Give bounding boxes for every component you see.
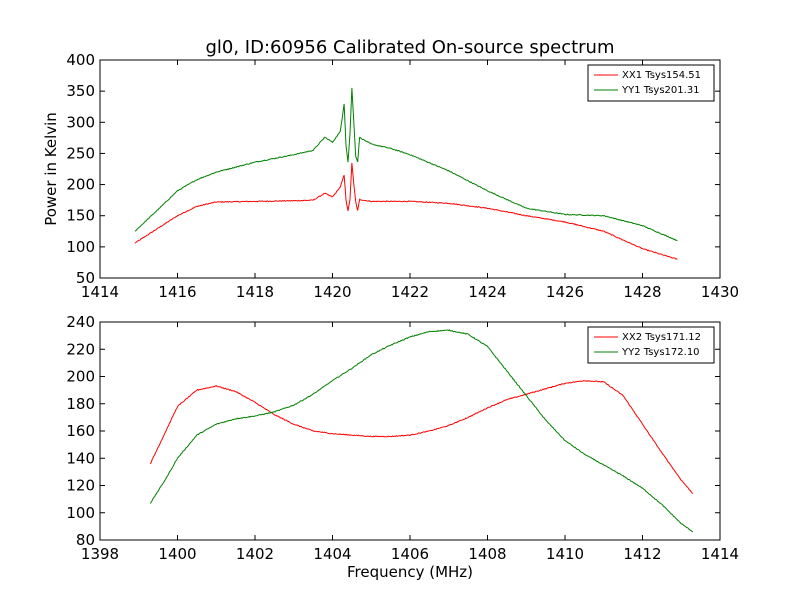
x-tick-label: 1400 <box>158 545 196 563</box>
x-tick-label: 1420 <box>313 283 351 301</box>
y-tick-label: 350 <box>66 82 95 100</box>
x-tick-label: 1398 <box>81 545 119 563</box>
x-tick-label: 1416 <box>158 283 196 301</box>
y-tick-label: 160 <box>66 422 95 440</box>
y-tick-label: 80 <box>76 531 95 549</box>
series-line-1-1 <box>134 162 678 260</box>
y-tick-label: 100 <box>66 238 95 256</box>
x-tick-label: 1404 <box>313 545 351 563</box>
x-tick-label: 1410 <box>546 545 584 563</box>
y-tick-label: 250 <box>66 144 95 162</box>
x-tick-label: 1402 <box>236 545 274 563</box>
x-tick-label: 1424 <box>468 283 506 301</box>
y-tick-label: 300 <box>66 113 95 131</box>
legend-label: YY1 Tsys201.31 <box>621 85 700 96</box>
legend-box <box>587 326 715 364</box>
bottom-panel: 1398 1400 1402 1404 1406 1408 1410 1412 1414 80 10… <box>66 313 739 563</box>
x-tick-label: 1430 <box>701 283 739 301</box>
y-tick-label: 100 <box>66 504 95 522</box>
y-tick-label: 220 <box>66 340 95 358</box>
series-line-2-1 <box>149 380 694 495</box>
x-tick-label: 1426 <box>546 283 584 301</box>
x-tick-label: 1414 <box>81 283 119 301</box>
legend-label: XX1 Tsys154.51 <box>622 70 701 81</box>
y-tick-label: 400 <box>66 51 95 69</box>
x-axis-label-bottom: Frequency (MHz) <box>347 563 473 581</box>
x-tick-label: 1412 <box>623 545 661 563</box>
x-tick-label: 1406 <box>391 545 429 563</box>
x-tick-label: 1428 <box>623 283 661 301</box>
y-tick-label: 180 <box>66 395 95 413</box>
y-tick-label: 200 <box>66 368 95 386</box>
y-tick-label: 140 <box>66 449 95 467</box>
x-tick-label: 1408 <box>468 545 506 563</box>
y-tick-label: 150 <box>66 207 95 225</box>
y-tick-label: 240 <box>66 313 95 331</box>
x-tick-label: 1422 <box>391 283 429 301</box>
x-tick-label: 1414 <box>701 545 739 563</box>
series-line-1-2 <box>134 87 678 242</box>
top-panel: 1414 1416 1418 1420 1422 1424 1426 1428 1430 50 10… <box>42 51 739 301</box>
y-tick-label: 200 <box>66 176 95 194</box>
series-line-2-2 <box>149 329 694 533</box>
y-tick-label: 120 <box>66 477 95 495</box>
y-axis-label: Power in Kelvin <box>42 112 60 226</box>
y-tick-label: 50 <box>76 269 95 287</box>
legend-box <box>587 64 715 102</box>
chart-title: gl0, ID:60956 Calibrated On-source spect… <box>205 37 614 58</box>
x-tick-label: 1418 <box>236 283 274 301</box>
legend-label: YY2 Tsys172.10 <box>621 347 700 358</box>
legend-label: XX2 Tsys171.12 <box>622 332 701 343</box>
